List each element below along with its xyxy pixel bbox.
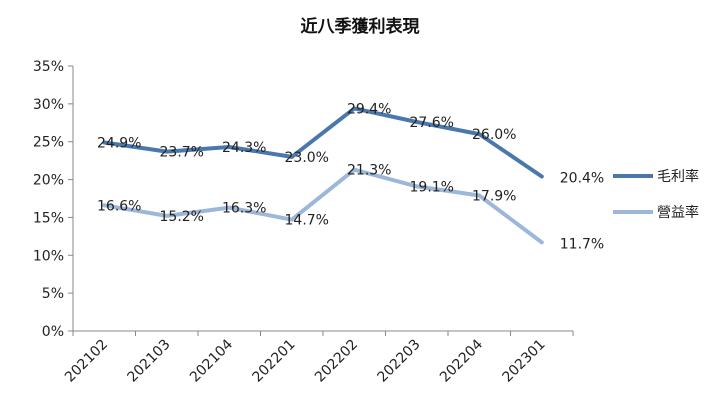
data-label: 27.6% bbox=[410, 115, 454, 131]
data-label: 17.9% bbox=[472, 188, 516, 204]
data-label: 20.4% bbox=[560, 171, 604, 187]
x-tick-label: 202301 bbox=[499, 337, 548, 386]
y-tick-label: 15% bbox=[33, 210, 64, 226]
data-label: 29.4% bbox=[347, 101, 391, 117]
y-tick-label: 20% bbox=[33, 173, 64, 189]
x-tick-label: 202202 bbox=[312, 337, 361, 386]
x-tick-label: 202102 bbox=[62, 337, 111, 386]
series-line-2 bbox=[102, 167, 544, 245]
y-tick-label: 5% bbox=[42, 286, 64, 302]
data-label: 24.9% bbox=[97, 135, 141, 151]
data-labels: 24.9% 23.7% 24.3% 23.0% 29.4% 27.6% 26.0% 20.4%… bbox=[97, 101, 604, 252]
x-tick-label: 202204 bbox=[437, 336, 486, 385]
y-tick-label: 0% bbox=[42, 324, 64, 340]
data-label: 21.3% bbox=[347, 163, 391, 179]
data-label: 23.0% bbox=[285, 150, 329, 166]
series-lines bbox=[102, 106, 544, 245]
y-tick-labels: 0% 5% 10% 15% 20% 25% 30% 35% bbox=[33, 59, 73, 340]
x-tick-label: 202104 bbox=[187, 336, 236, 385]
data-label: 26.0% bbox=[472, 127, 516, 143]
y-tick-label: 25% bbox=[33, 135, 64, 151]
data-label: 11.7% bbox=[560, 236, 604, 252]
data-label: 15.2% bbox=[160, 209, 204, 225]
data-label: 23.7% bbox=[160, 145, 204, 161]
x-tick-label: 202201 bbox=[249, 337, 298, 386]
data-label: 16.6% bbox=[97, 198, 141, 214]
chart-title: 近八季獲利表現 bbox=[301, 16, 420, 37]
x-tick-label: 202103 bbox=[124, 337, 173, 386]
legend-label: 營益率 bbox=[657, 204, 699, 221]
data-label: 19.1% bbox=[410, 179, 454, 195]
data-label: 24.3% bbox=[222, 140, 266, 156]
y-tick-label: 35% bbox=[33, 59, 64, 75]
data-label: 16.3% bbox=[222, 201, 266, 217]
data-label: 14.7% bbox=[285, 213, 329, 229]
legend-label: 毛利率 bbox=[657, 168, 699, 185]
series-line-1 bbox=[102, 106, 544, 179]
y-tick-label: 30% bbox=[33, 97, 64, 113]
x-tick-labels: 202102 202103 202104 202201 202202 202203 2022… bbox=[62, 331, 574, 386]
y-tick-label: 10% bbox=[33, 248, 64, 264]
x-tick-label: 202203 bbox=[374, 337, 423, 386]
